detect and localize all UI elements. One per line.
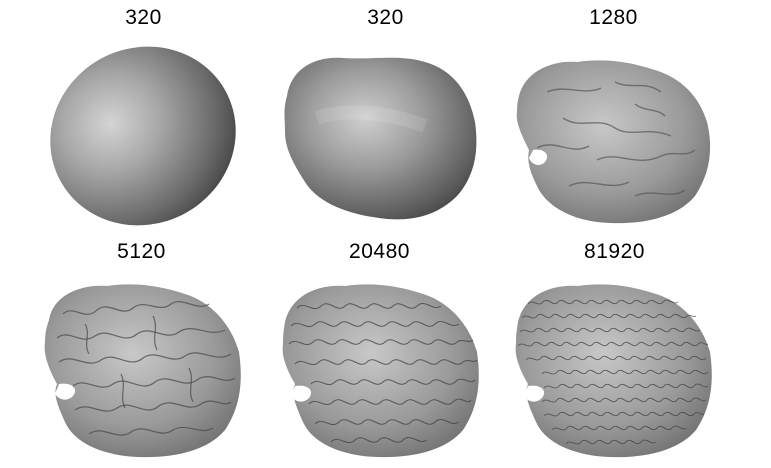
panel-label: 1280 — [589, 6, 638, 29]
panel-label: 20480 — [349, 240, 410, 263]
fold-lines — [288, 302, 478, 444]
folded-surface — [44, 284, 241, 458]
panel-label: 5120 — [117, 240, 166, 263]
fold-lines — [536, 81, 696, 197]
panel-81920: 81920 — [486, 234, 743, 468]
panel-20480: 20480 — [251, 234, 508, 468]
panel-label: 320 — [125, 6, 162, 29]
panel-label: 81920 — [584, 240, 645, 263]
panel-label: 320 — [367, 6, 404, 29]
finest-folded-surface — [515, 284, 712, 458]
fold-lines — [517, 299, 709, 445]
panel-320-smooth: 320 — [15, 0, 272, 234]
panel-1280: 1280 — [485, 0, 742, 234]
coarse-folded-surface — [516, 60, 711, 224]
panel-5120: 5120 — [13, 234, 270, 468]
lumpy-ellipsoid-surface — [284, 57, 477, 220]
fine-folded-surface — [282, 284, 479, 458]
smooth-ellipsoid-surface — [50, 46, 236, 226]
panel-320-lumpy: 320 — [257, 0, 514, 234]
fold-lines — [56, 301, 236, 436]
